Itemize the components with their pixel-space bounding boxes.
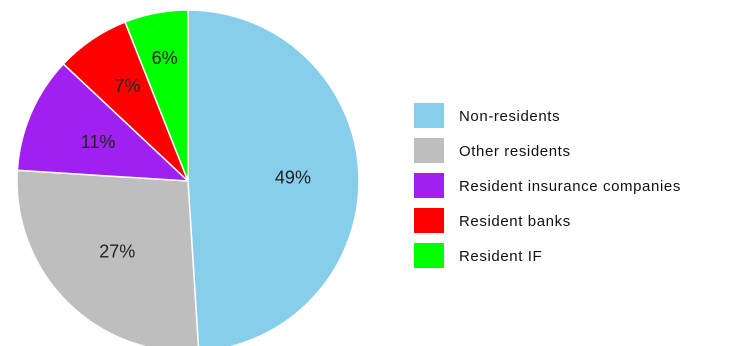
- pie-slice-label: 27%: [99, 242, 135, 262]
- pie-slice-non-residents: [187, 9, 360, 346]
- pie-slice-label: 49%: [275, 168, 311, 188]
- legend-label: Other residents: [459, 143, 571, 160]
- pie-slice-label: 11%: [81, 132, 116, 152]
- legend-swatch: [414, 243, 444, 268]
- legend-label: Resident IF: [459, 248, 542, 265]
- legend-label: Resident banks: [459, 213, 571, 230]
- legend-label: Resident insurance companies: [459, 178, 681, 195]
- pie-slice-other-residents: [16, 169, 200, 346]
- legend-swatch: [414, 173, 444, 198]
- pie-slice-label: 7%: [114, 76, 140, 96]
- legend-swatch: [414, 208, 444, 233]
- legend-swatch: [414, 138, 444, 163]
- pie-slice-resident-insurance-companies: [16, 62, 191, 182]
- legend: Non-residents Other residents Resident ins…: [414, 103, 681, 268]
- pie-slice-labels: 49% 27% 11% 7% 6%: [81, 48, 311, 261]
- legend-label: Non-residents: [459, 108, 560, 125]
- pie-slices: [16, 9, 360, 346]
- pie-slice-label: 6%: [152, 48, 178, 68]
- pie-slice-resident-if: [124, 9, 189, 182]
- legend-swatch: [414, 103, 444, 128]
